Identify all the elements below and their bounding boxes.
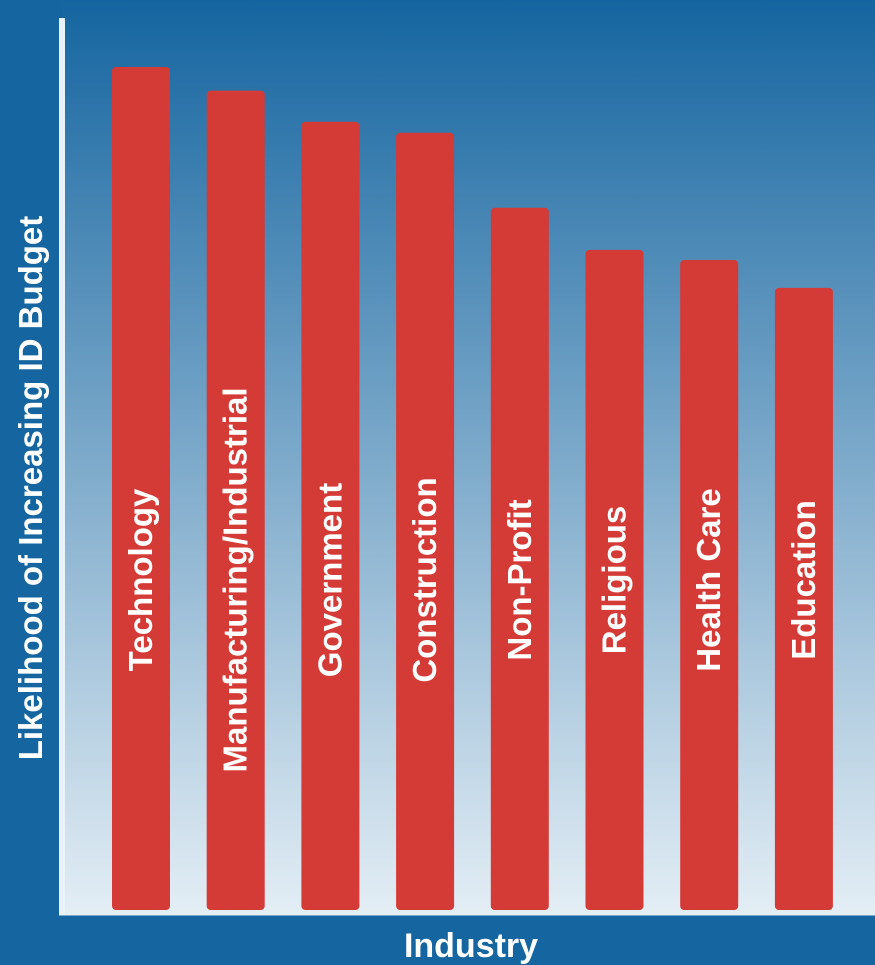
x-axis-title: Industry [404,927,538,965]
plot-background [62,0,875,916]
bar-5 [585,249,644,910]
bar-0 [112,67,170,910]
bar-label-1: Manufacturing/Industrial [217,387,254,772]
bar-label-5: Religious [596,506,633,655]
bar-3 [396,132,455,911]
bar-label-7: Education [785,500,822,660]
bar-label-0: Technology [122,488,159,671]
bar-2 [301,121,360,911]
bar-label-6: Health Care [690,488,727,671]
bar-7 [774,287,833,910]
bar-label-2: Government [311,483,348,677]
bars [112,67,833,911]
bar-label-4: Non-Profit [501,499,538,660]
bar-label-3: Construction [406,477,443,682]
bar-6 [680,260,739,910]
bar-1 [206,90,265,911]
bar-4 [490,207,549,911]
bar-labels: Technology Manufacturing/Industrial Govern… [122,387,822,772]
y-axis-title: Likelihood of Increasing ID Budget [12,216,49,761]
